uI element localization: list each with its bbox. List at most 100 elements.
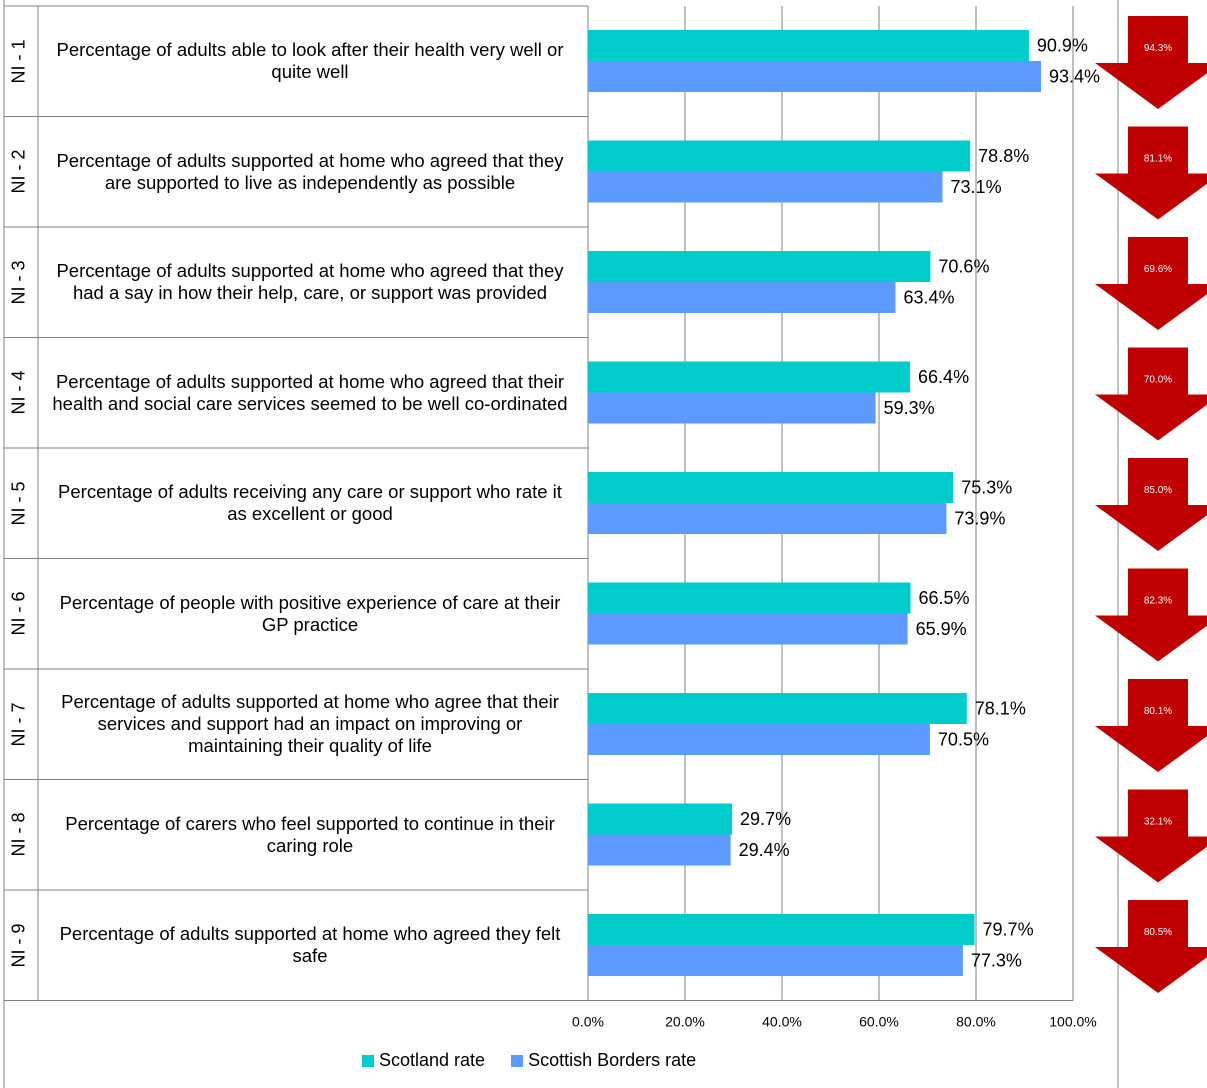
x-tick-label-4: 80.0% <box>956 1014 996 1030</box>
indicator-code-5: NI - 5 <box>4 448 34 559</box>
data-label-scotland-8: 29.7% <box>740 809 791 829</box>
bar-scotland-2 <box>588 140 971 172</box>
data-label-scotland-1: 90.9% <box>1037 36 1088 56</box>
down-arrow-2 <box>1095 126 1207 220</box>
indicator-description-6: Percentage of people with positive exper… <box>38 559 580 670</box>
bar-scotland-3 <box>588 251 931 282</box>
data-label-borders-2: 73.1% <box>951 177 1002 197</box>
legend-item-scotland: Scotland rate <box>362 1050 485 1071</box>
indicator-description-text: Percentage of carers who feel supported … <box>65 812 555 856</box>
x-tick-label-2: 40.0% <box>762 1014 802 1030</box>
indicator-description-text: Percentage of adults receiving any care … <box>58 481 562 525</box>
data-label-scotland-4: 66.4% <box>918 367 969 387</box>
previous-value-label-2: 81.1% <box>1144 154 1172 165</box>
indicator-description-4: Percentage of adults supported at home w… <box>38 338 580 449</box>
data-label-borders-1: 93.4% <box>1049 67 1100 87</box>
indicator-code-1: NI - 1 <box>4 6 34 117</box>
data-label-scotland-3: 70.6% <box>938 257 989 277</box>
indicator-code-8: NI - 8 <box>4 780 34 891</box>
down-arrow-1 <box>1095 16 1207 109</box>
x-tick-label-1: 20.0% <box>665 1014 705 1030</box>
bar-borders-4 <box>588 392 876 424</box>
indicator-description-3: Percentage of adults supported at home w… <box>38 227 580 338</box>
bar-scotland-6 <box>588 582 911 614</box>
indicator-code-text: NI - 2 <box>8 149 29 194</box>
bar-borders-1 <box>588 61 1041 92</box>
bar-borders-2 <box>588 171 943 203</box>
bar-scotland-5 <box>588 472 954 503</box>
down-arrow-8 <box>1095 789 1207 883</box>
data-label-scotland-2: 78.8% <box>978 146 1029 166</box>
bar-scotland-7 <box>588 693 967 724</box>
previous-value-label-7: 80.1% <box>1144 706 1172 717</box>
indicator-description-9: Percentage of adults supported at home w… <box>38 890 580 1001</box>
bar-borders-8 <box>588 834 731 866</box>
bar-scotland-1 <box>588 30 1029 61</box>
bar-borders-5 <box>588 503 947 534</box>
data-label-borders-6: 65.9% <box>916 619 967 639</box>
indicator-description-8: Percentage of carers who feel supported … <box>38 780 580 891</box>
data-label-scotland-6: 66.5% <box>919 588 970 608</box>
chart-legend: Scotland rate Scottish Borders rate <box>362 1050 722 1071</box>
indicator-code-6: NI - 6 <box>4 559 34 670</box>
indicator-description-text: Percentage of adults supported at home w… <box>61 691 559 757</box>
bar-borders-9 <box>588 945 963 976</box>
indicator-description-5: Percentage of adults receiving any care … <box>38 448 580 559</box>
indicator-code-text: NI - 5 <box>8 481 29 526</box>
down-arrow-5 <box>1095 458 1207 551</box>
indicator-description-1: Percentage of adults able to look after … <box>38 6 580 117</box>
down-arrow-3 <box>1095 237 1207 330</box>
previous-value-label-6: 82.3% <box>1144 596 1172 607</box>
indicator-description-text: Percentage of adults supported at home w… <box>56 260 564 304</box>
indicator-code-text: NI - 8 <box>8 812 29 857</box>
indicator-description-text: Percentage of adults able to look after … <box>56 39 564 83</box>
previous-value-label-4: 70.0% <box>1144 375 1172 386</box>
indicator-code-text: NI - 7 <box>8 702 29 747</box>
previous-value-label-5: 85.0% <box>1144 485 1172 496</box>
down-arrow-6 <box>1095 568 1207 662</box>
legend-label-borders: Scottish Borders rate <box>528 1050 697 1070</box>
previous-value-label-9: 80.5% <box>1144 927 1172 938</box>
indicator-description-text: Percentage of adults supported at home w… <box>59 923 561 967</box>
bar-scotland-8 <box>588 803 733 835</box>
data-label-borders-9: 77.3% <box>971 951 1022 971</box>
indicator-code-2: NI - 2 <box>4 117 34 228</box>
legend-label-scotland: Scotland rate <box>379 1050 486 1070</box>
data-label-borders-8: 29.4% <box>739 840 790 860</box>
indicator-description-text: Percentage of adults supported at home w… <box>56 149 564 193</box>
indicator-code-text: NI - 1 <box>8 39 29 84</box>
indicator-code-7: NI - 7 <box>4 669 34 780</box>
bar-borders-6 <box>588 613 908 645</box>
data-label-borders-7: 70.5% <box>938 730 989 750</box>
previous-value-label-3: 69.6% <box>1144 264 1172 275</box>
legend-swatch-borders <box>511 1054 524 1067</box>
bar-scotland-4 <box>588 361 911 393</box>
data-label-borders-3: 63.4% <box>903 288 954 308</box>
indicator-code-9: NI - 9 <box>4 890 34 1001</box>
x-tick-label-3: 60.0% <box>859 1014 899 1030</box>
indicator-code-text: NI - 4 <box>8 370 29 415</box>
down-arrow-4 <box>1095 347 1207 441</box>
indicator-code-text: NI - 3 <box>8 260 29 305</box>
legend-item-borders: Scottish Borders rate <box>511 1050 696 1071</box>
indicator-description-text: Percentage of adults supported at home w… <box>52 370 568 414</box>
indicator-code-4: NI - 4 <box>4 338 34 449</box>
bar-borders-7 <box>588 724 930 755</box>
down-arrow-9 <box>1095 900 1207 993</box>
indicator-description-7: Percentage of adults supported at home w… <box>38 669 580 780</box>
previous-value-label-8: 32.1% <box>1144 817 1172 828</box>
data-label-borders-5: 73.9% <box>954 509 1005 529</box>
x-tick-label-0: 0.0% <box>572 1014 604 1030</box>
data-label-borders-4: 59.3% <box>884 398 935 418</box>
indicator-code-text: NI - 6 <box>8 591 29 636</box>
data-label-scotland-7: 78.1% <box>975 699 1026 719</box>
indicator-description-text: Percentage of people with positive exper… <box>59 591 561 635</box>
data-label-scotland-9: 79.7% <box>983 920 1034 940</box>
indicator-code-text: NI - 9 <box>8 923 29 968</box>
data-label-scotland-5: 75.3% <box>961 478 1012 498</box>
bar-borders-3 <box>588 282 896 313</box>
legend-swatch-scotland <box>362 1054 374 1067</box>
indicator-code-3: NI - 3 <box>4 227 34 338</box>
x-tick-label-5: 100.0% <box>1049 1014 1096 1030</box>
